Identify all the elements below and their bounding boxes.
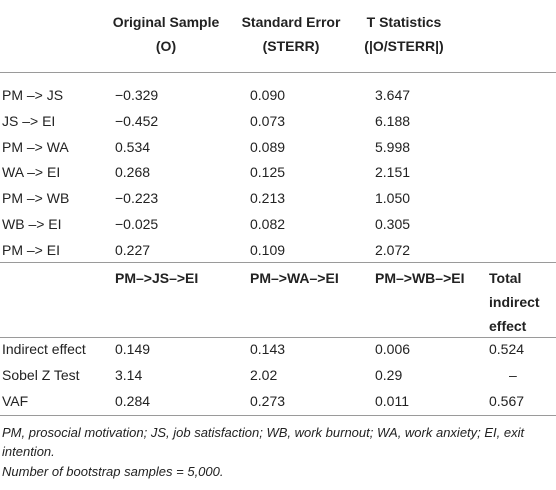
rule <box>0 262 556 263</box>
cell-value: – <box>509 367 517 383</box>
cell-value: 0.29 <box>375 367 403 383</box>
cell-value: 0.227 <box>115 241 151 258</box>
cell-value: 3.14 <box>115 367 143 383</box>
row-label: VAF <box>2 393 29 409</box>
row-label: Sobel Z Test <box>2 367 80 383</box>
column-header: T Statistics (|O/STERR|) <box>364 14 444 54</box>
cell-value: 2.151 <box>375 164 411 181</box>
cell-value: 0.213 <box>250 190 286 207</box>
cell-value: −0.329 <box>115 87 159 103</box>
row-label: PM –> EI <box>2 241 60 258</box>
cell-value: 0.073 <box>250 112 286 129</box>
cell-value: 0.284 <box>115 393 151 409</box>
cell-value: 0.567 <box>489 393 525 409</box>
cell-value: −0.025 <box>115 216 159 232</box>
row-label: PM –> JS <box>2 87 64 103</box>
rule <box>0 415 556 416</box>
row-label: WB –> EI <box>2 216 62 232</box>
column-header: Standard Error (STERR) <box>241 14 341 54</box>
cell-value: 0.090 <box>250 87 286 103</box>
cell-value: 6.188 <box>375 112 411 129</box>
column-header: PM–>WB–>EI <box>375 270 465 286</box>
row-label: PM –> WB <box>2 190 70 207</box>
cell-value: 0.125 <box>250 164 286 181</box>
row-label: WA –> EI <box>2 164 61 181</box>
cell-value: 0.273 <box>250 393 286 409</box>
cell-value: 0.006 <box>375 341 411 357</box>
cell-value: 0.143 <box>250 341 286 357</box>
row-label: JS –> EI <box>2 112 56 129</box>
cell-value: 0.268 <box>115 164 151 181</box>
cell-value: 1.050 <box>375 190 411 207</box>
cell-value: 2.072 <box>375 241 411 258</box>
cell-value: −0.223 <box>115 190 159 207</box>
column-header: Original Sample (O) <box>112 14 220 54</box>
cell-value: 0.089 <box>250 138 286 155</box>
column-header: PM–>WA–>EI <box>250 270 339 286</box>
cell-value: 0.305 <box>375 216 411 232</box>
rule <box>0 72 556 73</box>
cell-value: −0.452 <box>115 112 159 129</box>
cell-value: 0.524 <box>489 341 525 357</box>
cell-value: 0.109 <box>250 241 286 258</box>
row-label: Indirect effect <box>2 341 86 357</box>
footnote: Number of bootstrap samples = 5,000. <box>2 464 224 479</box>
cell-value: 5.998 <box>375 138 411 155</box>
rule <box>0 337 556 338</box>
cell-value: 0.149 <box>115 341 151 357</box>
column-header: PM–>JS–>EI <box>115 270 199 286</box>
cell-value: 3.647 <box>375 87 411 103</box>
cell-value: 0.082 <box>250 216 286 232</box>
cell-value: 2.02 <box>250 367 278 383</box>
column-header: Total indirect effect <box>489 270 540 334</box>
row-label: PM –> WA <box>2 138 69 155</box>
cell-value: 0.011 <box>375 393 409 409</box>
cell-value: 0.534 <box>115 138 151 155</box>
footnote: PM, prosocial motivation; JS, job satisf… <box>2 425 525 459</box>
